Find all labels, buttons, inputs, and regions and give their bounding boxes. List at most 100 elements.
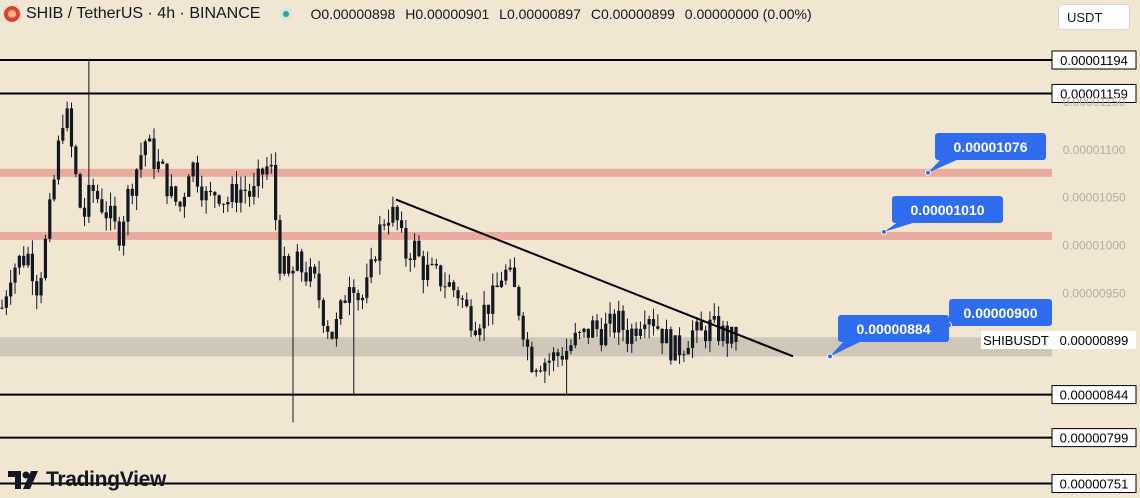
candle-body [352, 287, 356, 293]
candle-body [591, 320, 595, 338]
candle [287, 253, 291, 277]
candle [182, 192, 187, 218]
candle [356, 289, 360, 311]
candle [456, 286, 460, 306]
candle [391, 196, 395, 227]
candle [560, 347, 564, 366]
candle [30, 240, 35, 296]
candle [282, 246, 286, 276]
candle-body [660, 328, 664, 344]
candle-body [638, 329, 643, 336]
candle [187, 173, 191, 197]
candle [278, 214, 282, 281]
candle [712, 303, 716, 324]
candle [243, 175, 247, 204]
candle [148, 134, 152, 142]
candle [117, 216, 121, 251]
symbol-title[interactable]: SHIB / TetherUS · 4h · BINANCE [26, 5, 261, 22]
candle [221, 203, 226, 214]
candle-body [78, 174, 82, 208]
current-price-band [0, 337, 1052, 357]
candle [591, 315, 595, 339]
candle [226, 196, 230, 213]
callout-upper-zone-text: 0.00001076 [954, 139, 1028, 155]
candle [725, 321, 729, 357]
candle [113, 196, 117, 230]
candle-body [148, 138, 152, 142]
callout-upper-zone-anchor [925, 169, 931, 176]
candle-body [278, 220, 282, 274]
tradingview-logo[interactable]: TradingView [8, 468, 166, 492]
tradingview-wordmark: TradingView [46, 468, 167, 491]
candle [656, 314, 660, 331]
candle [295, 244, 299, 272]
candle [399, 211, 404, 233]
candle-body [686, 348, 690, 355]
candle-body [469, 306, 473, 331]
candle-body [630, 328, 634, 344]
candle [625, 318, 630, 353]
callout-lower-zone: 0.00001010 [881, 196, 1003, 235]
candle [573, 322, 577, 349]
candle-body [386, 222, 391, 226]
candle [543, 358, 547, 384]
level-label-2-text: 0.00001159 [1060, 86, 1128, 101]
level-label-1-box [1051, 50, 1137, 70]
level-label-5-text: 0.00000751 [1060, 477, 1129, 492]
candle-body [617, 310, 621, 333]
level-label-5-box [1051, 474, 1137, 494]
candle-body [265, 166, 269, 175]
candle-body [247, 190, 252, 197]
candle-body [395, 206, 399, 221]
callout-target-lower: 0.00000884 [827, 315, 949, 360]
currency-selector[interactable]: USDT [1058, 4, 1130, 30]
candle [100, 188, 104, 215]
candle [87, 60, 91, 224]
candle [530, 341, 534, 374]
candle-body [217, 195, 221, 204]
candle-body [287, 256, 291, 274]
candle-body [330, 331, 334, 339]
last-price-text: 0.00000899 [1060, 333, 1129, 348]
candle [247, 183, 252, 207]
candle [651, 308, 656, 336]
resistance-zone-1 [0, 168, 1052, 177]
level-label-4-box [1051, 428, 1137, 448]
candle [156, 149, 160, 173]
candle-body [417, 240, 421, 257]
candle-body [30, 253, 35, 282]
candle-body [174, 186, 178, 202]
trendline[interactable] [395, 198, 794, 358]
candle [35, 274, 39, 310]
candle [326, 320, 330, 340]
candle [499, 271, 504, 288]
candle-body [512, 267, 517, 288]
candle [4, 290, 8, 316]
candle [330, 331, 334, 340]
candle-body [721, 325, 725, 342]
last-price-label-group: SHIBUSDT 0.00000899 [981, 331, 1136, 349]
candle-body [604, 323, 608, 346]
candle [104, 201, 108, 231]
candle [495, 272, 499, 288]
candle-body [22, 255, 26, 266]
candle [447, 274, 451, 288]
candle [252, 172, 256, 205]
candle-body [439, 265, 443, 287]
candle-body [95, 190, 100, 200]
candle-body [48, 199, 52, 239]
candle [347, 276, 352, 316]
candle-body [730, 326, 734, 344]
candle-body [152, 138, 156, 169]
candle-body [447, 282, 451, 287]
level-label-3-text: 0.00000844 [1060, 388, 1129, 403]
candle-body [260, 168, 265, 175]
candle-body [382, 224, 386, 226]
candle [265, 157, 269, 181]
y-tick-label: 0.00001050 [1062, 191, 1126, 205]
candle [478, 324, 482, 342]
candle [617, 300, 621, 345]
candle-body [452, 282, 456, 291]
candle-body [560, 355, 564, 360]
